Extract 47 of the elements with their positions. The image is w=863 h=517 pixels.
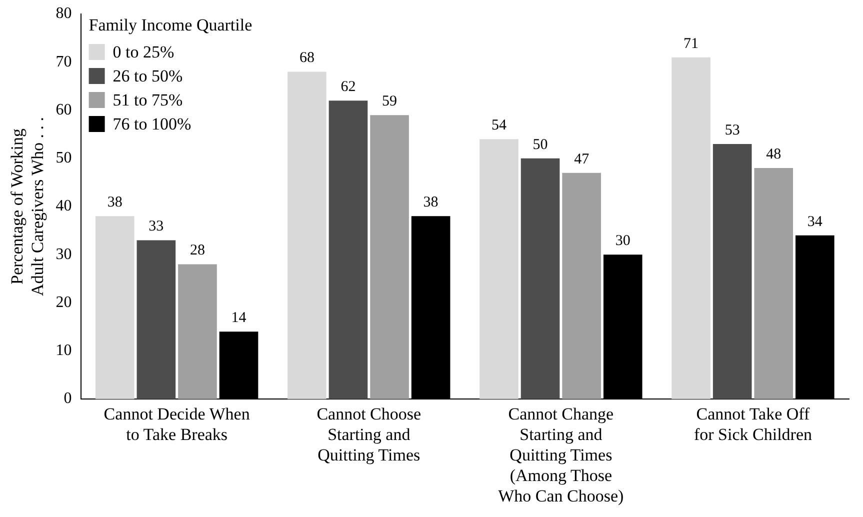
data-label: 33 [148, 218, 164, 235]
data-label: 38 [107, 194, 122, 211]
data-label: 34 [807, 214, 823, 230]
y-tick-label: 30 [56, 246, 72, 263]
y-tick-label: 70 [56, 53, 72, 70]
x-tick-label: Cannot Take Off for Sick Children [694, 404, 812, 444]
x-tick-label: Cannot Change Starting and Quitting Times (Among Those Who Can Choose) [498, 404, 624, 506]
data-label: 47 [574, 151, 590, 168]
y-tick-label: 20 [56, 294, 72, 311]
data-label: 59 [382, 94, 398, 110]
bar [136, 240, 176, 399]
legend-label: 51 to 75% [112, 90, 183, 110]
legend-label: 0 to 25% [112, 42, 174, 62]
data-label: 30 [615, 233, 630, 250]
legend-label: 76 to 100% [112, 114, 192, 134]
data-label: 50 [532, 136, 548, 153]
y-tick-label: 80 [56, 5, 72, 22]
data-label: 53 [724, 122, 740, 138]
data-label: 28 [190, 242, 205, 259]
y-axis-title: Percentage of Working Adult Caregivers Who . . . [8, 116, 48, 296]
bar [672, 57, 710, 399]
bar [328, 100, 368, 399]
y-tick-label: 0 [64, 390, 72, 408]
x-tick-label: Cannot Decide When to Take Breaks [104, 404, 250, 444]
data-label: 48 [766, 146, 782, 162]
data-label: 38 [423, 194, 438, 211]
bar [288, 72, 326, 399]
bar [754, 168, 794, 399]
data-label: 14 [231, 310, 247, 326]
data-label: 54 [491, 118, 507, 134]
bar [370, 115, 409, 399]
y-tick-label: 50 [56, 150, 72, 167]
bar [480, 139, 518, 399]
bar [712, 144, 752, 399]
x-tick-label: Cannot Choose Starting and Quitting Times [316, 404, 422, 464]
data-label: 62 [340, 79, 356, 96]
data-label: 71 [684, 36, 699, 52]
bar [562, 172, 601, 399]
bar [95, 216, 134, 399]
y-tick-label: 40 [56, 198, 72, 215]
y-tick-label: 10 [56, 342, 72, 360]
bar [178, 264, 217, 399]
y-tick-label: 60 [56, 101, 72, 118]
bar [520, 158, 560, 399]
legend-label: 26 to 50% [112, 66, 183, 86]
data-label: 68 [299, 50, 314, 66]
legend-title: Family Income Quartile [88, 15, 252, 34]
